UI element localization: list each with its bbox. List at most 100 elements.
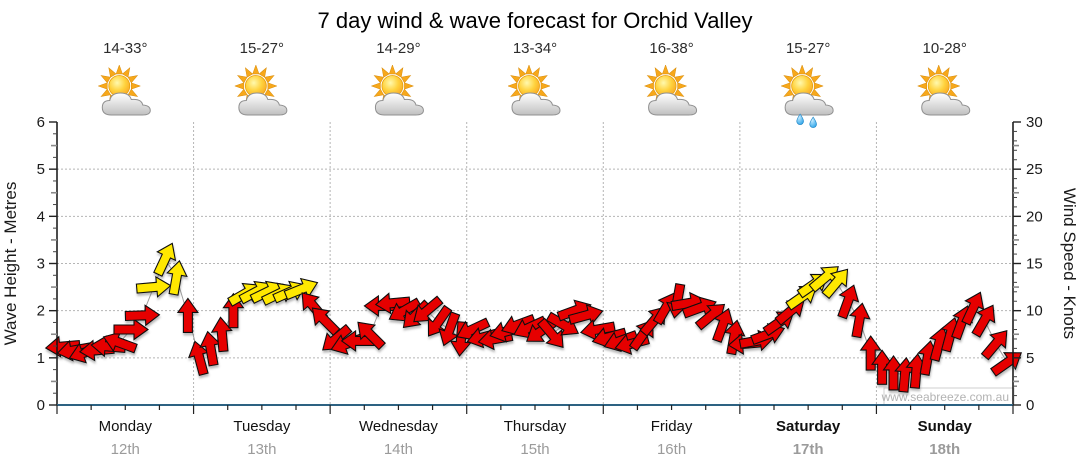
date-label: 13th xyxy=(247,441,276,458)
partly-cloudy-icon xyxy=(643,64,698,116)
sun-ray xyxy=(264,75,275,84)
sun-ray xyxy=(395,67,404,78)
sun-ray xyxy=(643,82,654,90)
left-tick-label: 4 xyxy=(37,208,45,225)
right-tick-label: 20 xyxy=(1026,208,1043,225)
sun-ray xyxy=(237,88,248,97)
sun-ray xyxy=(804,67,814,78)
partly-cloudy-icon xyxy=(370,64,424,116)
temperature-range-label: 15-27° xyxy=(240,40,284,57)
sun-ray xyxy=(927,67,936,78)
partly-cloudy-icon xyxy=(507,64,561,116)
sun-ray xyxy=(662,64,670,75)
date-label: 15th xyxy=(520,441,549,458)
wind-arrow xyxy=(536,317,564,349)
sun-ray xyxy=(518,67,527,78)
sun-ray xyxy=(100,75,111,84)
sun-ray xyxy=(388,64,396,75)
sun-ray xyxy=(122,67,131,78)
day-label: Monday xyxy=(99,418,153,435)
sun-ray xyxy=(677,82,688,90)
sun-ray xyxy=(531,67,540,78)
wind-arrow-layer xyxy=(44,242,1023,393)
sun-ray xyxy=(244,67,254,78)
sun-ray xyxy=(935,64,943,75)
sun-ray xyxy=(373,75,385,84)
wind-arrow xyxy=(427,304,453,337)
sun-ray xyxy=(252,64,260,75)
sun-ray xyxy=(525,64,533,75)
wind-arrows xyxy=(44,242,1023,393)
sun-ray xyxy=(537,75,548,84)
page-title: 7 day wind & wave forecast for Orchid Va… xyxy=(318,8,753,33)
temperature-range-label: 16-38° xyxy=(649,40,693,57)
date-label: 17th xyxy=(793,441,824,458)
left-tick-label: 0 xyxy=(37,397,45,414)
date-label: 14th xyxy=(384,441,413,458)
sun-ray xyxy=(100,88,111,97)
sun-ray xyxy=(404,82,415,90)
sun-ray xyxy=(373,88,385,97)
partly-cloudy-icon xyxy=(97,64,151,116)
axis-layer xyxy=(49,121,1021,414)
sun-ray xyxy=(780,82,791,90)
sun-ray xyxy=(813,82,824,90)
sun-ray xyxy=(919,88,931,97)
temperature-range-label: 14-29° xyxy=(376,40,420,57)
right-axis-title: Wind Speed - Knots xyxy=(1060,188,1079,339)
right-tick-label: 15 xyxy=(1026,256,1043,273)
sun-ray xyxy=(400,88,412,97)
wind-arrow xyxy=(166,259,188,296)
partly-cloudy-showers-icon xyxy=(780,64,834,128)
wind-arrow xyxy=(848,302,871,339)
sun-ray xyxy=(237,75,248,84)
wind-arrow xyxy=(357,321,386,351)
sun-ray xyxy=(810,75,821,84)
cloud-glyph xyxy=(921,92,971,116)
sun-ray xyxy=(258,67,267,78)
sun-ray xyxy=(537,88,548,97)
left-axis-title: Wave Height - Metres xyxy=(1,182,20,346)
wind-arrow xyxy=(153,242,177,277)
sun-ray xyxy=(267,82,278,90)
raindrop xyxy=(796,113,804,125)
cloud-glyph xyxy=(101,92,151,116)
weather-icon-layer xyxy=(97,64,971,128)
sun-ray xyxy=(947,75,958,84)
sun-ray xyxy=(108,67,117,78)
sun-ray xyxy=(131,82,142,90)
sun-ray xyxy=(127,75,139,84)
sun-ray xyxy=(400,75,412,84)
sun-ray xyxy=(810,88,821,97)
sun-ray xyxy=(919,75,931,84)
day-label: Thursday xyxy=(504,418,567,435)
partly-cloudy-icon xyxy=(234,64,288,116)
wind-arrow xyxy=(980,329,1008,361)
date-label: 16th xyxy=(657,441,686,458)
label-layer: 0 1 2 3 4 5 6 0 5 10 15 20 25 30 Monday 12th 14-33° Tuesd… xyxy=(37,40,1043,458)
left-tick-label: 6 xyxy=(37,114,45,131)
wind-arrow xyxy=(859,335,882,371)
cloud-glyph xyxy=(784,92,834,116)
sun-ray xyxy=(127,88,139,97)
left-tick-label: 2 xyxy=(37,303,45,320)
right-tick-label: 5 xyxy=(1026,350,1034,367)
sun-ray xyxy=(646,88,658,97)
sun-ray xyxy=(673,88,685,97)
wind-arrow xyxy=(374,292,411,315)
wind-arrow xyxy=(837,284,860,320)
watermark: www.seabreeze.com.au xyxy=(881,387,1015,406)
sun-ray xyxy=(668,67,677,78)
wind-arrow xyxy=(210,316,233,353)
date-label: 12th xyxy=(111,441,140,458)
sun-ray xyxy=(97,82,108,90)
sun-ray xyxy=(381,67,390,78)
wind-arrow xyxy=(971,304,996,338)
cloud-glyph xyxy=(374,92,424,116)
sun-ray xyxy=(370,82,381,90)
partly-cloudy-icon xyxy=(916,64,971,116)
sun-ray xyxy=(941,67,950,78)
raindrop xyxy=(809,116,817,128)
